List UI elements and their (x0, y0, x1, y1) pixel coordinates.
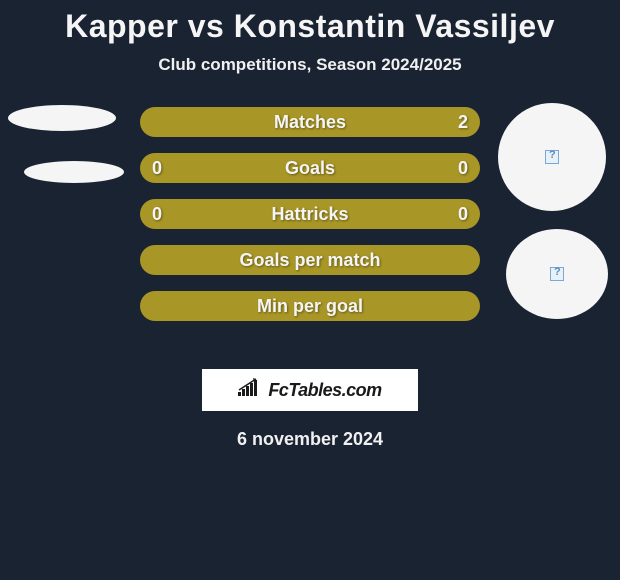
player-right-circle-2 (506, 229, 608, 319)
stat-label: Hattricks (271, 204, 348, 225)
image-placeholder-icon (545, 150, 559, 164)
player-left-ellipse-1 (8, 105, 116, 131)
stat-right-value: 0 (452, 204, 468, 225)
stat-right-value: 2 (452, 112, 468, 133)
comparison-subtitle: Club competitions, Season 2024/2025 (0, 55, 620, 75)
generation-date: 6 november 2024 (0, 429, 620, 450)
infographic-container: Kapper vs Konstantin Vassiljev Club comp… (0, 0, 620, 450)
stats-area: Matches 2 0 Goals 0 0 Hattricks 0 Goals … (0, 103, 620, 363)
stat-label: Matches (274, 112, 346, 133)
stat-left-value: 0 (152, 158, 168, 179)
player-left-ellipse-2 (24, 161, 124, 183)
stat-row-hattricks: 0 Hattricks 0 (140, 199, 480, 229)
stat-left-value: 0 (152, 204, 168, 225)
player-right-circle-1 (498, 103, 606, 211)
stat-label: Min per goal (257, 296, 363, 317)
stat-row-matches: Matches 2 (140, 107, 480, 137)
attribution-badge: FcTables.com (202, 369, 418, 411)
stat-label: Goals (285, 158, 335, 179)
stat-row-goals: 0 Goals 0 (140, 153, 480, 183)
left-player-shapes (8, 105, 124, 183)
right-player-shapes (498, 103, 608, 319)
chart-bars-icon (238, 378, 262, 403)
stat-row-goals-per-match: Goals per match (140, 245, 480, 275)
stat-rows: Matches 2 0 Goals 0 0 Hattricks 0 Goals … (140, 107, 480, 337)
stat-row-min-per-goal: Min per goal (140, 291, 480, 321)
comparison-title: Kapper vs Konstantin Vassiljev (0, 8, 620, 45)
stat-label: Goals per match (239, 250, 380, 271)
image-placeholder-icon (550, 267, 564, 281)
attribution-text: FcTables.com (268, 380, 381, 401)
stat-right-value: 0 (452, 158, 468, 179)
